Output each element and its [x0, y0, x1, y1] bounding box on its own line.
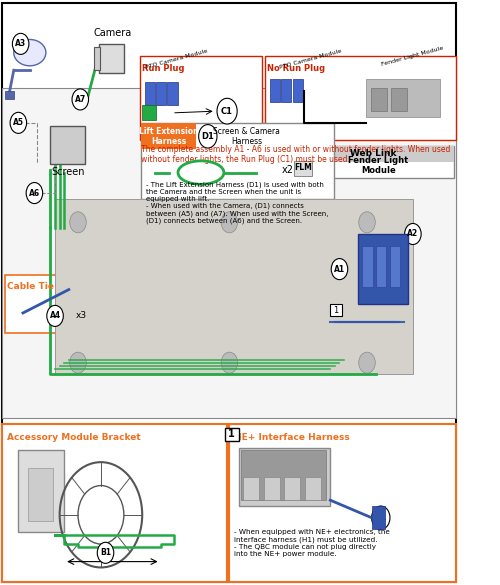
Text: NE+ Interface Harness: NE+ Interface Harness: [234, 433, 349, 442]
Circle shape: [98, 542, 114, 563]
Bar: [292, 146, 454, 163]
Text: Screen & Camera
Harness: Screen & Camera Harness: [214, 126, 280, 146]
Text: Run Plug: Run Plug: [142, 64, 184, 73]
Text: E1: E1: [375, 513, 386, 522]
Circle shape: [221, 212, 238, 233]
Bar: [376, 246, 386, 287]
Text: Fender Light Module: Fender Light Module: [380, 46, 444, 67]
Bar: [50, 126, 85, 164]
Bar: [270, 79, 280, 102]
Text: Screen: Screen: [51, 167, 84, 177]
Text: A2: A2: [408, 229, 418, 239]
Bar: [94, 47, 100, 70]
Text: C1: C1: [221, 106, 233, 116]
Bar: [241, 450, 326, 500]
Text: PTO Camera Module: PTO Camera Module: [280, 49, 342, 70]
Circle shape: [47, 305, 64, 326]
Text: - The Lift Extension Harness (D1) is used with both
the Camera and the Screen wh: - The Lift Extension Harness (D1) is use…: [146, 181, 328, 225]
Bar: [140, 56, 262, 140]
Text: 1: 1: [228, 429, 235, 439]
Ellipse shape: [14, 39, 46, 66]
Text: A7: A7: [74, 95, 86, 104]
Circle shape: [331, 259, 348, 280]
Circle shape: [359, 212, 376, 233]
Bar: [55, 199, 413, 374]
Bar: [142, 123, 334, 199]
Bar: [238, 448, 330, 506]
Text: - When equipped with NE+ electronics, the
interface harness (H1) must be utilize: - When equipped with NE+ electronics, th…: [234, 529, 390, 557]
Text: A3: A3: [15, 39, 26, 49]
Text: Fender Light
Module: Fender Light Module: [348, 156, 408, 176]
Text: 1: 1: [334, 305, 338, 315]
Bar: [284, 477, 300, 500]
Bar: [156, 82, 166, 105]
Bar: [305, 477, 321, 500]
Circle shape: [70, 212, 86, 233]
Text: Accessory Module Bracket: Accessory Module Bracket: [7, 433, 140, 442]
Bar: [243, 477, 259, 500]
Circle shape: [10, 112, 26, 133]
Text: x2: x2: [282, 164, 294, 175]
Bar: [225, 428, 238, 441]
Bar: [390, 246, 400, 287]
Circle shape: [372, 506, 390, 529]
Bar: [265, 56, 456, 140]
Bar: [2, 88, 456, 418]
Bar: [392, 88, 407, 111]
Circle shape: [12, 33, 29, 54]
Bar: [144, 82, 154, 105]
Text: A1: A1: [334, 264, 345, 274]
Text: No Run Plug: No Run Plug: [268, 64, 326, 73]
Bar: [18, 450, 64, 532]
Circle shape: [359, 352, 376, 373]
Circle shape: [70, 352, 86, 373]
Bar: [281, 79, 291, 102]
Circle shape: [221, 352, 238, 373]
Text: A4: A4: [50, 311, 60, 321]
Text: A6: A6: [29, 188, 40, 198]
Text: PTO Camera Module: PTO Camera Module: [145, 49, 208, 70]
Bar: [36, 170, 440, 392]
Circle shape: [404, 223, 421, 245]
Text: B1: B1: [100, 548, 111, 558]
Circle shape: [217, 98, 237, 124]
Bar: [292, 146, 454, 178]
Bar: [230, 424, 456, 582]
Bar: [28, 468, 53, 521]
Text: FLM: FLM: [294, 163, 312, 173]
Text: D1: D1: [202, 132, 214, 141]
Bar: [142, 123, 197, 149]
Text: Camera: Camera: [94, 28, 132, 38]
Circle shape: [26, 183, 42, 204]
Bar: [370, 88, 386, 111]
Bar: [366, 79, 440, 117]
Bar: [4, 91, 14, 99]
Text: x3: x3: [76, 311, 87, 321]
Bar: [4, 275, 105, 333]
Bar: [372, 506, 386, 529]
Bar: [330, 304, 342, 316]
Bar: [98, 44, 124, 73]
Circle shape: [198, 125, 217, 148]
Bar: [362, 246, 372, 287]
Text: Web Link: Web Link: [350, 149, 396, 158]
Text: Cable Tie: Cable Tie: [7, 282, 54, 291]
Bar: [168, 82, 177, 105]
Bar: [294, 161, 312, 175]
Text: The complete assembly A1 - A6 is used with or without fender lights. When used
w: The complete assembly A1 - A6 is used wi…: [142, 145, 451, 164]
Bar: [292, 79, 303, 102]
Bar: [2, 424, 227, 582]
Bar: [142, 105, 156, 120]
Text: Lift Extension
Harness: Lift Extension Harness: [139, 126, 198, 146]
Text: A5: A5: [13, 118, 24, 128]
Circle shape: [72, 89, 88, 110]
Bar: [358, 234, 408, 304]
Bar: [264, 477, 280, 500]
